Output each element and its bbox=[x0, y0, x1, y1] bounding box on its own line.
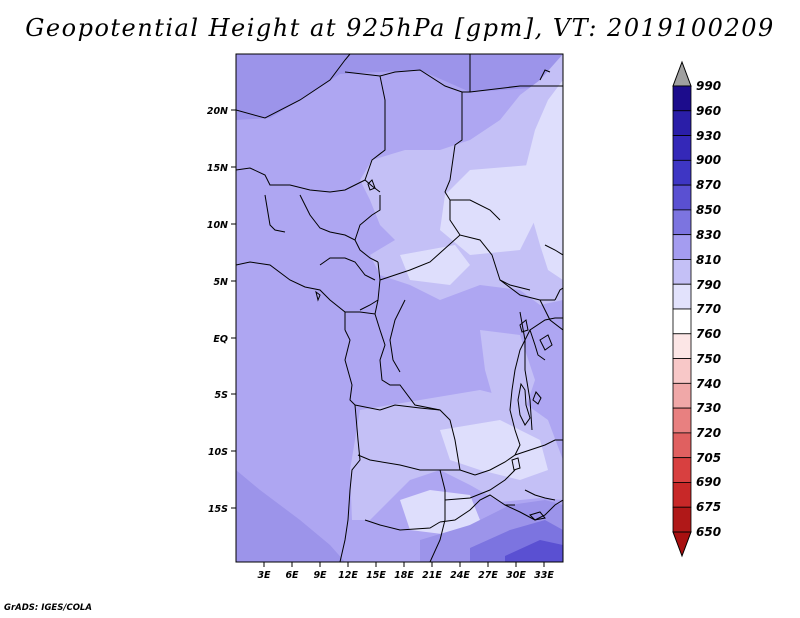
colorbar-cell bbox=[672, 110, 692, 136]
lon-label: 15E bbox=[366, 570, 386, 581]
colorbar-label: 930 bbox=[696, 129, 721, 143]
lon-label: 9E bbox=[313, 570, 327, 581]
colorbar-cell bbox=[672, 283, 692, 310]
colorbar-label: 650 bbox=[696, 525, 721, 539]
colorbar-label: 960 bbox=[696, 104, 721, 118]
colorbar-cell bbox=[672, 184, 692, 211]
colorbar-label: 750 bbox=[696, 352, 721, 366]
country-boundaries bbox=[236, 54, 563, 562]
colorbar-cell bbox=[672, 358, 692, 384]
lon-label: 27E bbox=[478, 570, 498, 581]
colorbar-top-triangle bbox=[672, 60, 692, 87]
colorbar-cell bbox=[672, 333, 692, 359]
lon-label: 21E bbox=[422, 570, 442, 581]
colorbar-cell bbox=[672, 135, 692, 161]
lakes bbox=[315, 179, 553, 521]
lat-label: 15S bbox=[208, 504, 228, 515]
latitude-labels: 20N 15N 10N 5N EQ 5S 10S 15S bbox=[207, 106, 228, 515]
colorbar-label: 690 bbox=[696, 475, 721, 489]
colorbar-label: 720 bbox=[696, 426, 721, 440]
colorbar-labels: 990 960 930 900 870 850 830 810 790 770 … bbox=[696, 79, 721, 539]
colorbar-label: 790 bbox=[696, 278, 721, 292]
map-frame bbox=[235, 53, 564, 563]
lat-label: 5S bbox=[215, 390, 229, 401]
colorbar-label: 760 bbox=[696, 327, 721, 341]
colorbar-cell bbox=[672, 234, 692, 260]
lon-label: 33E bbox=[534, 570, 554, 581]
lon-label: 18E bbox=[394, 570, 414, 581]
colorbar-cell bbox=[672, 209, 692, 236]
colorbar-cell bbox=[672, 457, 692, 483]
colorbar-cell bbox=[672, 259, 692, 285]
longitude-labels: 3E 6E 9E 12E 15E 18E 21E 24E 27E 30E 33E bbox=[257, 570, 554, 581]
colorbar-label: 770 bbox=[696, 302, 721, 316]
axis-ticks bbox=[231, 109, 545, 567]
height-field bbox=[236, 54, 563, 562]
colorbar-cell bbox=[672, 432, 692, 459]
lat-label: 20N bbox=[207, 106, 228, 117]
map-title: Geopotential Height at 925hPa [gpm], VT:… bbox=[25, 14, 775, 42]
colorbar: 990 960 930 900 870 850 830 810 790 770 … bbox=[672, 60, 721, 558]
lat-label: 5N bbox=[213, 277, 228, 288]
grads-credit: GrADS: IGES/COLA bbox=[4, 603, 92, 613]
lon-label: 30E bbox=[506, 570, 526, 581]
colorbar-label: 740 bbox=[696, 377, 721, 391]
colorbar-cell bbox=[672, 482, 692, 508]
colorbar-label: 850 bbox=[696, 203, 721, 217]
lat-label: 15N bbox=[207, 163, 228, 174]
colorbar-cell bbox=[672, 308, 692, 335]
colorbar-label: 900 bbox=[696, 153, 721, 167]
lat-label: 10N bbox=[207, 220, 228, 231]
colorbar-label: 830 bbox=[696, 228, 721, 242]
colorbar-label: 990 bbox=[696, 79, 721, 93]
colorbar-cell bbox=[672, 159, 692, 186]
lat-label: EQ bbox=[213, 334, 228, 345]
colorbar-cell bbox=[672, 382, 692, 409]
colorbar-cell bbox=[672, 407, 692, 434]
colorbar-bottom-triangle bbox=[672, 531, 692, 558]
colorbar-label: 730 bbox=[696, 401, 721, 415]
colorbar-cells bbox=[672, 85, 692, 533]
lat-label: 10S bbox=[208, 447, 228, 458]
lon-label: 6E bbox=[285, 570, 299, 581]
lon-label: 3E bbox=[257, 570, 271, 581]
colorbar-label: 705 bbox=[696, 451, 721, 465]
colorbar-cell bbox=[672, 85, 692, 112]
colorbar-label: 810 bbox=[696, 253, 721, 267]
colorbar-label: 675 bbox=[696, 500, 721, 514]
colorbar-cell bbox=[672, 506, 692, 533]
colorbar-label: 870 bbox=[696, 178, 721, 192]
lon-label: 12E bbox=[338, 570, 358, 581]
lon-label: 24E bbox=[450, 570, 470, 581]
